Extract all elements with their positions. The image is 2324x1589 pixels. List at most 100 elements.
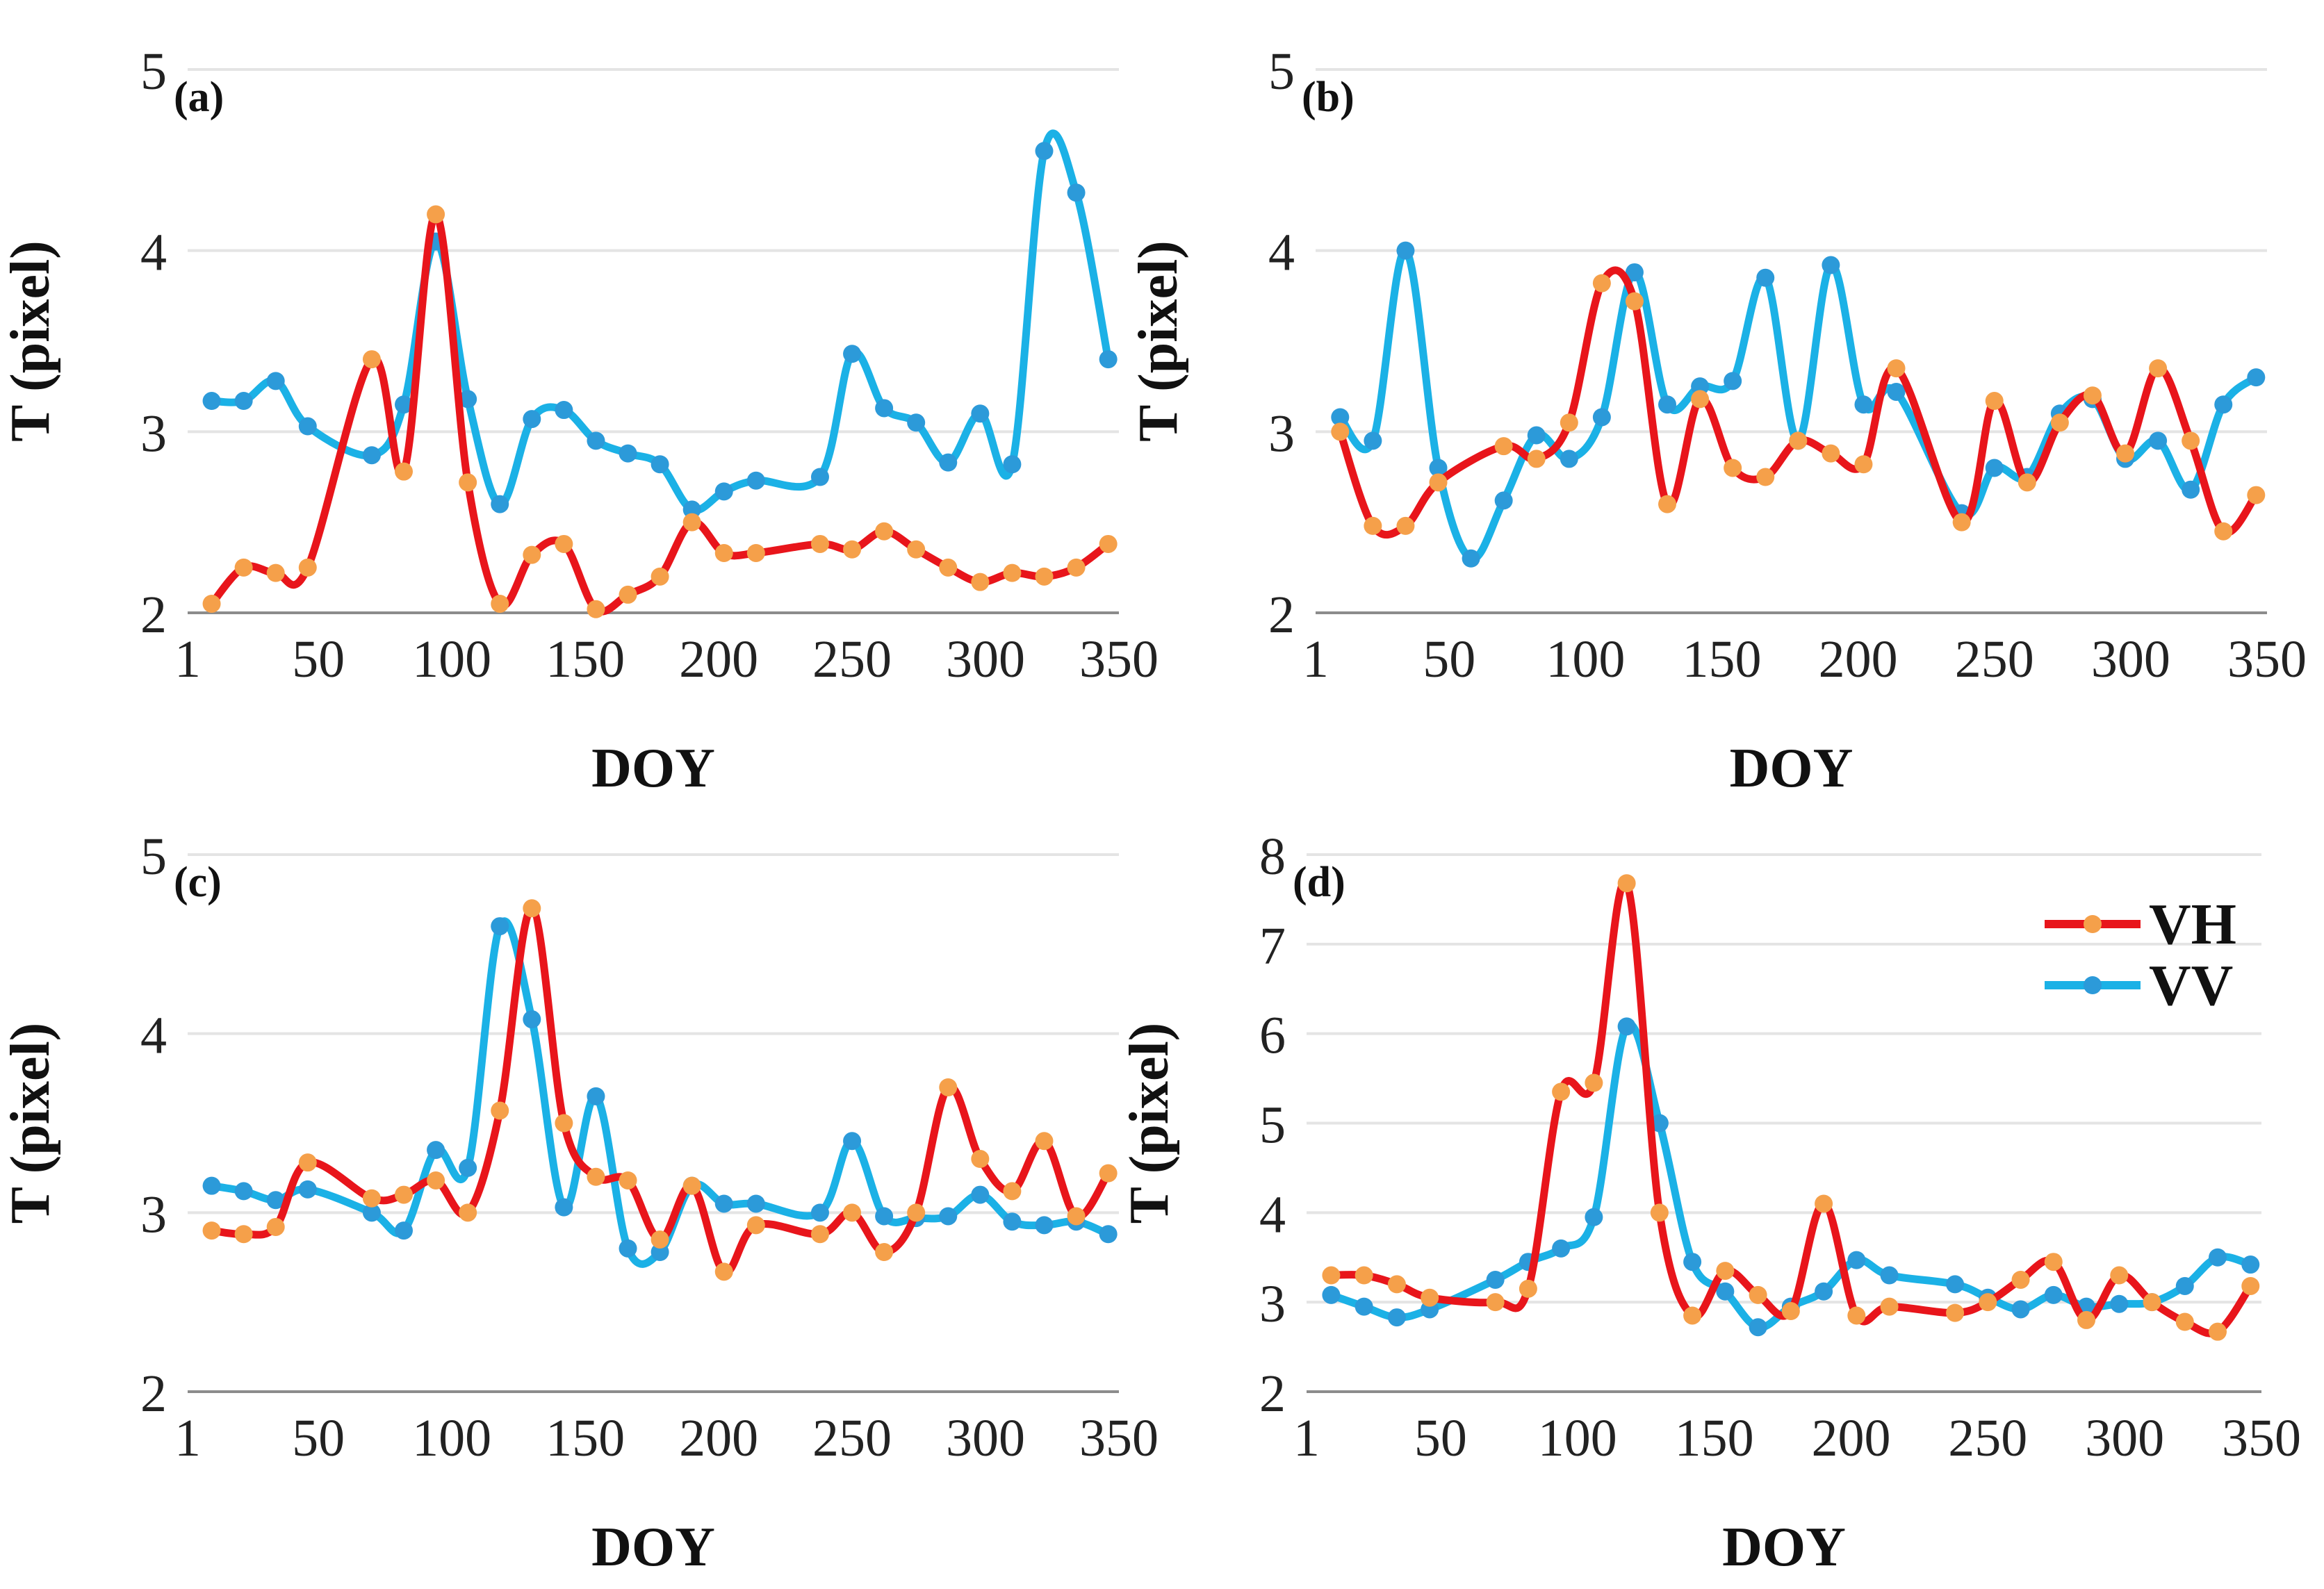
data-point-vv bbox=[1035, 1216, 1054, 1235]
x-tick-label: 1 bbox=[174, 630, 201, 689]
data-point-vv bbox=[971, 1185, 990, 1204]
data-point-vh bbox=[1494, 437, 1513, 456]
y-tick-label: 5 bbox=[140, 42, 167, 101]
data-point-vh bbox=[843, 540, 862, 559]
data-point-vv bbox=[682, 500, 701, 519]
data-point-vv bbox=[234, 1182, 253, 1201]
data-point-vv bbox=[427, 1141, 445, 1160]
data-point-vh bbox=[1429, 473, 1448, 492]
data-point-vh bbox=[2143, 1293, 2161, 1312]
data-point-vv bbox=[1355, 1297, 1373, 1316]
x-tick-label: 150 bbox=[1682, 630, 1761, 689]
data-point-vv bbox=[1099, 1225, 1118, 1244]
data-point-vv bbox=[1592, 408, 1611, 427]
data-point-vv bbox=[234, 392, 253, 411]
data-point-vh bbox=[746, 543, 765, 562]
data-point-vh bbox=[2018, 473, 2036, 492]
x-tick-label: 250 bbox=[812, 630, 892, 689]
data-point-vh bbox=[1979, 1293, 1997, 1312]
x-tick-label: 300 bbox=[2085, 1409, 2164, 1467]
data-point-vv bbox=[202, 1176, 221, 1195]
data-point-vh bbox=[491, 594, 509, 613]
data-point-vh bbox=[619, 585, 637, 604]
y-tick-label: 4 bbox=[140, 1007, 167, 1065]
y-tick-label: 4 bbox=[1259, 1185, 1286, 1244]
data-point-vv bbox=[971, 404, 990, 423]
data-point-vv bbox=[619, 1239, 637, 1258]
data-point-vv bbox=[875, 1207, 894, 1226]
data-point-vv bbox=[202, 392, 221, 411]
data-point-vh bbox=[875, 522, 894, 541]
x-tick-label: 250 bbox=[812, 1409, 892, 1467]
data-point-vh bbox=[1887, 359, 1906, 378]
data-point-vv bbox=[1854, 395, 1873, 414]
legend: VH VV bbox=[2045, 892, 2236, 1018]
data-point-vh bbox=[1749, 1285, 1767, 1304]
data-point-vh bbox=[587, 600, 605, 618]
data-point-vh bbox=[1331, 422, 1350, 441]
x-axis-title: DOY bbox=[591, 1517, 715, 1578]
data-point-vv bbox=[714, 482, 733, 501]
x-tick-label: 50 bbox=[1423, 630, 1475, 689]
data-point-vv bbox=[1985, 459, 2004, 477]
x-tick-label: 50 bbox=[292, 1409, 345, 1467]
data-point-vh bbox=[1099, 1164, 1118, 1183]
data-point-vv bbox=[619, 444, 637, 463]
series-line-vv bbox=[208, 129, 1113, 514]
data-point-vh bbox=[1560, 413, 1578, 432]
data-point-vv bbox=[362, 1203, 381, 1222]
data-point-vv bbox=[587, 1087, 605, 1105]
y-tick-label: 3 bbox=[140, 1185, 167, 1244]
data-point-vh bbox=[555, 534, 573, 553]
series-line-vh bbox=[1327, 878, 2255, 1337]
data-point-vv bbox=[2011, 1300, 2030, 1319]
y-tick-label: 5 bbox=[1259, 1096, 1286, 1155]
data-point-vh bbox=[1617, 874, 1636, 893]
data-point-vh bbox=[1035, 1132, 1054, 1151]
data-point-vv bbox=[1756, 268, 1775, 287]
data-point-vv bbox=[395, 395, 414, 414]
y-axis-title: T (pixel) bbox=[1119, 1023, 1180, 1224]
data-point-vh bbox=[1985, 392, 2004, 411]
data-point-vh bbox=[395, 462, 414, 481]
data-point-vv bbox=[1486, 1270, 1505, 1289]
panel-label: (d) bbox=[1293, 859, 1345, 906]
data-point-vv bbox=[746, 1194, 765, 1213]
x-tick-label: 150 bbox=[546, 630, 625, 689]
data-point-vv bbox=[523, 1010, 541, 1029]
data-point-vv bbox=[1003, 1212, 1022, 1231]
data-point-vh bbox=[1815, 1194, 1833, 1213]
data-point-vv bbox=[1847, 1251, 1866, 1269]
data-point-vh bbox=[1067, 558, 1086, 577]
data-point-vv bbox=[2044, 1285, 2063, 1304]
data-point-vh bbox=[2077, 1310, 2096, 1329]
data-point-vv bbox=[810, 468, 829, 486]
data-point-vh bbox=[298, 1153, 317, 1172]
data-point-vh bbox=[907, 540, 926, 559]
data-point-vh bbox=[395, 1185, 414, 1204]
y-tick-label: 7 bbox=[1259, 917, 1286, 975]
data-point-vv bbox=[650, 455, 669, 474]
data-point-vv bbox=[907, 413, 926, 432]
x-tick-label: 350 bbox=[2222, 1409, 2301, 1467]
x-tick-label: 50 bbox=[292, 630, 345, 689]
data-point-vh bbox=[1683, 1306, 1702, 1325]
legend-vv-label: VV bbox=[2149, 953, 2233, 1018]
data-point-vh bbox=[1822, 444, 1840, 463]
y-tick-label: 3 bbox=[140, 404, 167, 463]
legend-vh-marker bbox=[2084, 915, 2102, 933]
data-point-vh bbox=[491, 1101, 509, 1120]
y-axis-title: T (pixel) bbox=[0, 1023, 61, 1224]
data-point-vh bbox=[2149, 359, 2168, 378]
data-point-vh bbox=[587, 1167, 605, 1186]
data-point-vh bbox=[1952, 513, 1971, 532]
y-axis-title: T (pixel) bbox=[0, 240, 61, 442]
data-point-vv bbox=[1462, 549, 1480, 568]
x-tick-label: 350 bbox=[1079, 630, 1159, 689]
data-point-vh bbox=[2044, 1253, 2063, 1271]
data-point-vv bbox=[1331, 408, 1350, 427]
y-tick-label: 3 bbox=[1259, 1275, 1286, 1333]
data-point-vh bbox=[2083, 386, 2102, 405]
